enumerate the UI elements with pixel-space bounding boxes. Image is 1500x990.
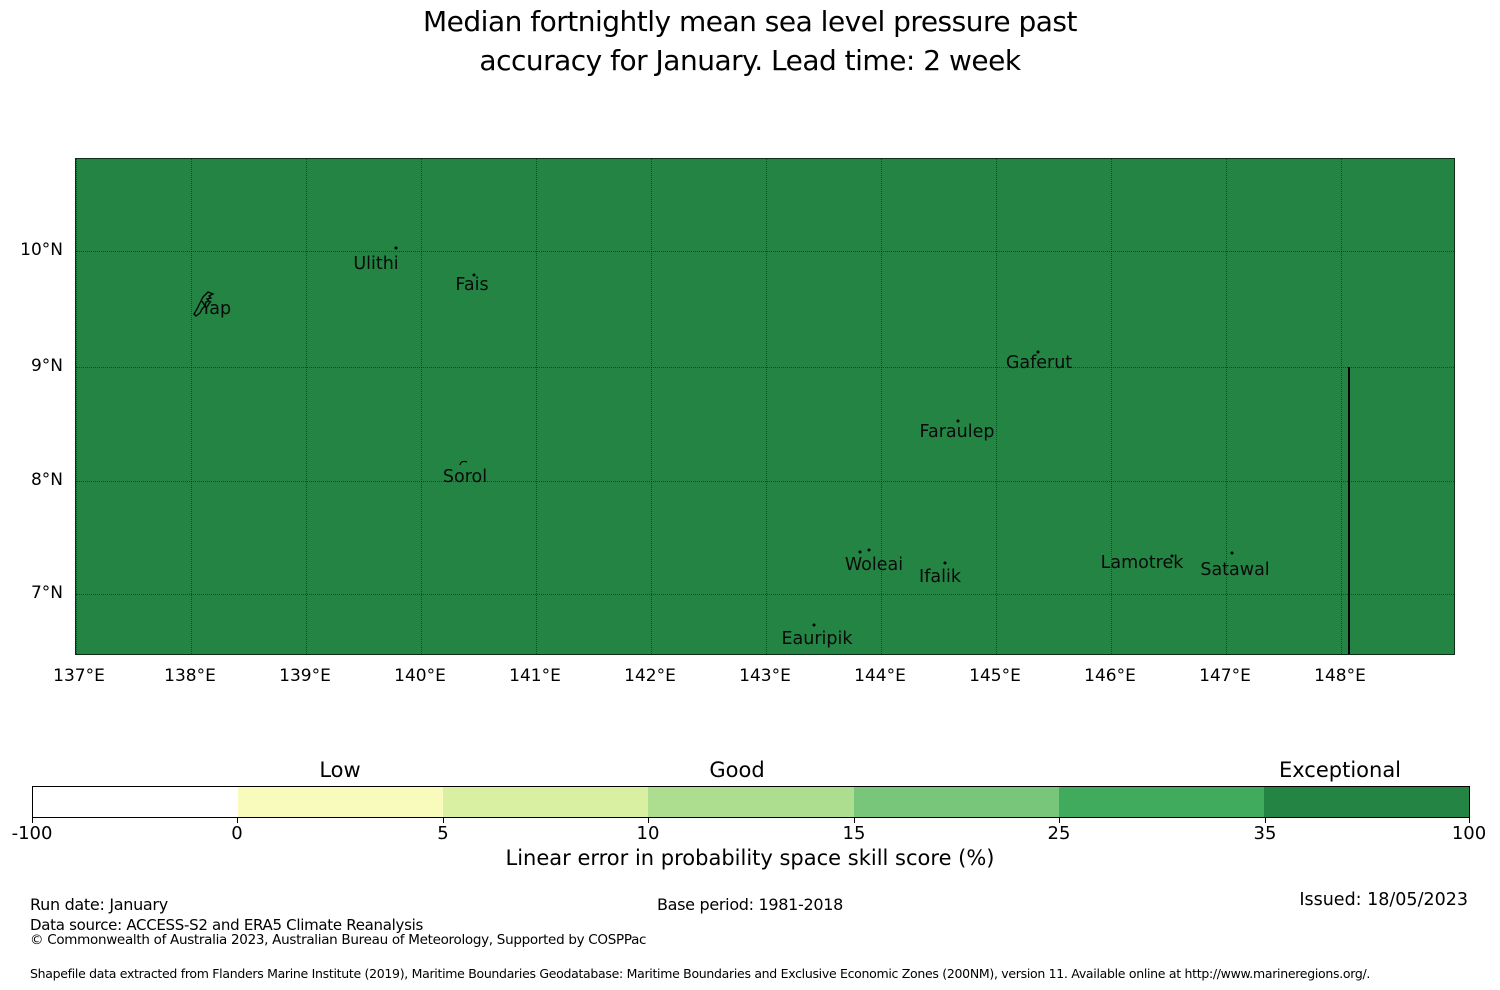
island-label-faraulep: Faraulep — [919, 422, 995, 442]
colorbar-tickmark — [443, 818, 444, 823]
lat-tick-7n: 7°N — [30, 583, 63, 603]
island-marker-faraulep — [956, 419, 960, 423]
colorbar-tickmark — [1265, 818, 1266, 823]
colorbar-segment-5 — [853, 787, 1059, 817]
lon-tick-137e: 137°E — [53, 666, 105, 686]
island-marker-ifalik — [943, 561, 947, 565]
island-label-gaferut: Gaferut — [1005, 353, 1073, 373]
colorbar-tick-15: 15 — [842, 823, 866, 844]
colorbar-segment-1 — [33, 787, 239, 817]
gridline-144e — [881, 159, 882, 654]
colorbar-tickmark — [1059, 818, 1060, 823]
shapefile-note: Shapefile data extracted from Flanders M… — [30, 966, 1371, 981]
sorol-atoll-outline — [459, 460, 468, 466]
gridline-138e — [191, 159, 192, 654]
lat-tick-9n: 9°N — [30, 356, 63, 376]
island-label-ulithi: Ulithi — [353, 254, 399, 274]
colorbar-tick-25: 25 — [1047, 823, 1071, 844]
lon-tick-145e: 145°E — [969, 666, 1021, 686]
gridline-148e — [1341, 159, 1342, 654]
colorbar-tickmark — [32, 818, 33, 823]
island-marker-eauripik — [812, 623, 816, 627]
colorbar-tick-5: 5 — [437, 823, 449, 844]
island-label-eauripik: Eauripik — [781, 629, 853, 649]
colorbar-category-low: Low — [319, 758, 361, 782]
gridline-146e — [1111, 159, 1112, 654]
island-marker-fais — [472, 273, 476, 277]
colorbar-category-good: Good — [709, 758, 765, 782]
gridline-141e — [536, 159, 537, 654]
island-label-yap: Yap — [200, 299, 232, 319]
gridline-7n — [76, 594, 1454, 595]
colorbar-tick-100: 100 — [1451, 823, 1487, 844]
island-label-woleai: Woleai — [844, 555, 904, 575]
island-label-ifalik: Ifalik — [919, 567, 961, 587]
colorbar-tickmark — [854, 818, 855, 823]
gridline-8n — [76, 481, 1454, 482]
colorbar-segment-6 — [1058, 787, 1264, 817]
page-title: Median fortnightly mean sea level pressu… — [423, 5, 1078, 77]
lon-tick-141e: 141°E — [509, 666, 561, 686]
colorbar-category-exceptional: Exceptional — [1278, 758, 1402, 782]
island-label-sorol: Sorol — [442, 467, 488, 487]
gridline-10n — [76, 251, 1454, 252]
colorbar-tickmark — [1469, 818, 1470, 823]
issued-date-text: Issued: 18/05/2023 — [1299, 890, 1468, 910]
lon-tick-140e: 140°E — [394, 666, 446, 686]
lon-tick-139e: 139°E — [279, 666, 331, 686]
colorbar-axis-label: Linear error in probability space skill … — [505, 846, 995, 870]
gridline-137e — [76, 159, 77, 654]
copyright-text: © Commonwealth of Australia 2023, Austra… — [30, 932, 647, 948]
base-period-text: Base period: 1981-2018 — [656, 895, 844, 914]
colorbar-tick-10: 10 — [636, 823, 660, 844]
lon-tick-146e: 146°E — [1084, 666, 1136, 686]
run-date-text: Run date: January — [30, 895, 168, 914]
colorbar-segment-3 — [443, 787, 649, 817]
colorbar-tickmark — [237, 818, 238, 823]
island-marker-ulithi — [394, 246, 398, 250]
gridline-145e — [996, 159, 997, 654]
data-source-text: Data source: ACCESS-S2 and ERA5 Climate … — [30, 916, 423, 934]
colorbar-tick-0: 0 — [231, 823, 243, 844]
lon-tick-148e: 148°E — [1314, 666, 1366, 686]
gridline-140e — [421, 159, 422, 654]
gridline-142e — [651, 159, 652, 654]
island-marker-woleai-west — [858, 550, 862, 554]
colorbar-segment-7 — [1263, 787, 1469, 817]
gridline-139e — [306, 159, 307, 654]
lat-tick-10n: 10°N — [20, 240, 63, 260]
lon-tick-138e: 138°E — [164, 666, 216, 686]
colorbar-segment-2 — [238, 787, 444, 817]
lon-tick-143e: 143°E — [739, 666, 791, 686]
lon-tick-144e: 144°E — [854, 666, 906, 686]
island-label-satawal: Satawal — [1200, 560, 1270, 580]
colorbar-tick-35: 35 — [1253, 823, 1277, 844]
island-marker-satawal — [1230, 551, 1234, 555]
island-marker-lamotrek — [1170, 554, 1174, 558]
island-label-fais: Fais — [455, 275, 489, 295]
yap-island-outline — [193, 291, 215, 317]
island-marker-woleai-east — [867, 548, 871, 552]
lon-tick-142e: 142°E — [624, 666, 676, 686]
colorbar — [32, 786, 1470, 818]
island-label-lamotrek: Lamotrek — [1100, 553, 1184, 573]
colorbar-tickmark — [648, 818, 649, 823]
gridline-143e — [766, 159, 767, 654]
gridline-9n — [76, 367, 1454, 368]
colorbar-tick-neg100: -100 — [11, 823, 53, 844]
gridline-147e — [1226, 159, 1227, 654]
lon-tick-147e: 147°E — [1199, 666, 1251, 686]
maritime-boundary-line — [1348, 367, 1350, 654]
lat-tick-8n: 8°N — [30, 470, 63, 490]
map-canvas: Yap Ulithi Fais Sorol Gaferut Faraulep W… — [75, 158, 1455, 655]
island-marker-gaferut — [1036, 350, 1040, 354]
colorbar-segment-4 — [648, 787, 854, 817]
